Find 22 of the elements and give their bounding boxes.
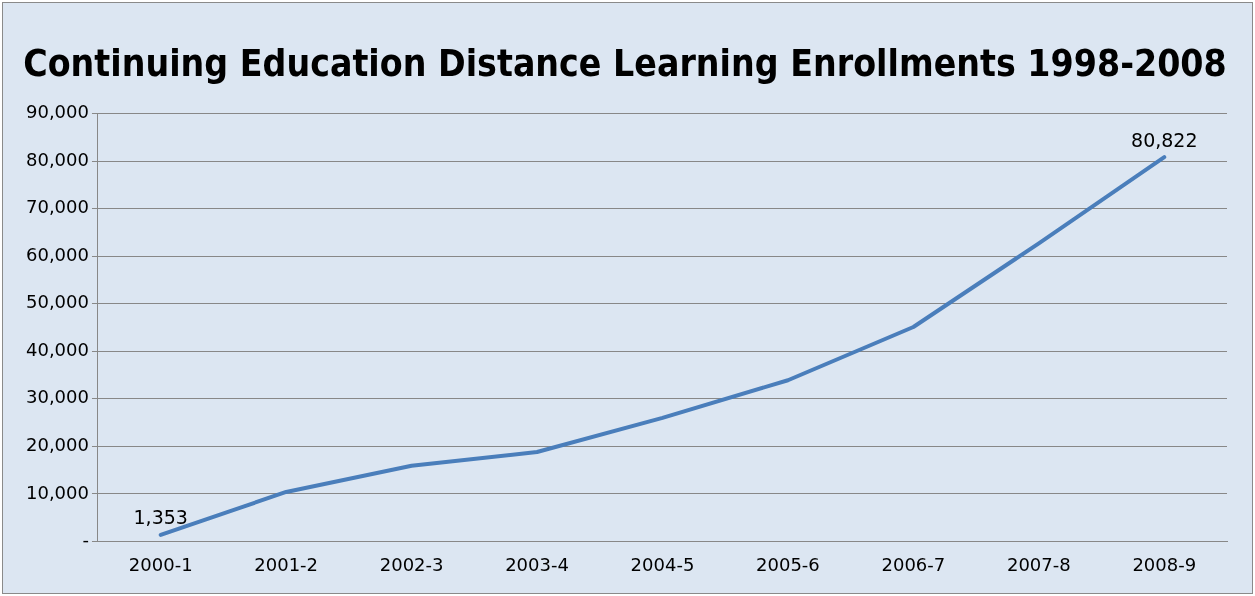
x-tick-label: 2008-9 [1132,553,1197,575]
y-tick-label: 90,000 [26,101,89,123]
x-tick-label: 2006-7 [881,553,946,575]
data-label: 1,353 [133,506,188,529]
y-tick-label: 20,000 [26,434,89,456]
y-tick-label: 80,000 [26,148,89,170]
x-tick-label: 2007-8 [1006,553,1071,575]
chart-title: Continuing Education Distance Learning Enrollments 1998-2008 [23,40,1227,85]
y-tick-label: 70,000 [26,196,89,218]
x-tick-label: 2000-1 [128,553,193,575]
y-tick-label: 60,000 [26,243,89,265]
x-tick-label: 2004-5 [630,553,695,575]
data-label: 80,822 [1131,128,1198,151]
x-tick-label: 2002-3 [379,553,444,575]
y-tick-label: 50,000 [26,291,89,313]
y-tick-label: 30,000 [26,386,89,408]
x-tick-label: 2003-4 [505,553,569,575]
y-tick-label: 10,000 [26,481,89,503]
x-tick-label: 2001-2 [254,553,319,575]
x-tick-label: 2005-6 [756,553,820,575]
y-tick-label: 40,000 [26,338,89,360]
y-tick-label: - [82,529,89,551]
